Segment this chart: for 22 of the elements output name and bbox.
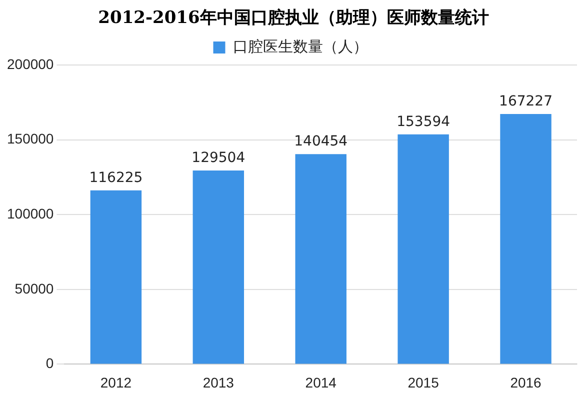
y-tick-label: 50000 bbox=[14, 280, 54, 296]
y-tick-label: 0 bbox=[46, 355, 54, 372]
x-tick-label: 2012 bbox=[100, 374, 132, 390]
chart-title: 2012-2016年中国口腔执业（助理）医师数量统计 bbox=[97, 7, 490, 30]
legend-label: 口腔医生数量（人） bbox=[232, 38, 368, 56]
data-label: 167227 bbox=[499, 94, 552, 110]
bar bbox=[192, 170, 244, 364]
bar bbox=[90, 190, 142, 364]
data-label: 140454 bbox=[294, 134, 348, 150]
x-tick-label: 2016 bbox=[510, 374, 542, 390]
data-label: 153594 bbox=[396, 114, 450, 130]
bar bbox=[398, 134, 449, 364]
y-tick-label: 200000 bbox=[7, 56, 54, 72]
x-tick-label: 2013 bbox=[202, 374, 234, 390]
x-tick-label: 2014 bbox=[305, 374, 337, 390]
data-label: 116225 bbox=[89, 170, 143, 186]
data-label: 129504 bbox=[192, 150, 246, 166]
y-tick-label: 100000 bbox=[7, 205, 54, 222]
bar bbox=[295, 154, 346, 364]
y-tick-label: 150000 bbox=[7, 130, 54, 147]
bar bbox=[500, 114, 552, 364]
x-tick-label: 2015 bbox=[408, 374, 440, 390]
